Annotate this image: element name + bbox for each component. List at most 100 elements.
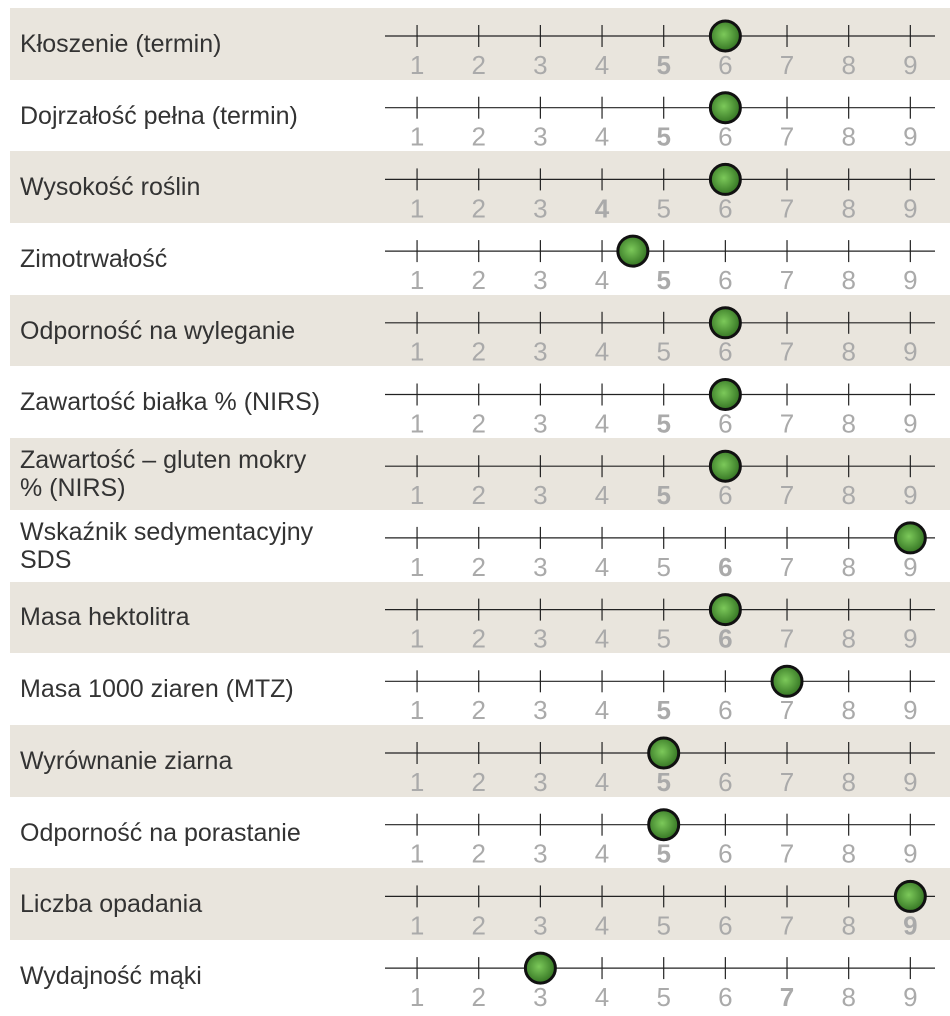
tick-label: 2 xyxy=(471,839,485,869)
rating-marker xyxy=(708,449,742,483)
tick-label: 6 xyxy=(718,122,732,152)
tick-label: 9 xyxy=(903,695,917,725)
tick-label: 8 xyxy=(841,122,855,152)
rating-marker xyxy=(708,91,742,125)
tick-label: 7 xyxy=(780,122,794,152)
row-background xyxy=(10,725,950,797)
rating-marker xyxy=(647,736,681,770)
tick-label: 4 xyxy=(595,480,609,510)
tick-label: 9 xyxy=(903,265,917,295)
tick-label: 4 xyxy=(595,122,609,152)
tick-label: 5 xyxy=(656,50,670,80)
row-label: Masa hektolitra xyxy=(20,603,190,632)
tick-label: 5 xyxy=(656,408,670,438)
tick-label: 8 xyxy=(841,408,855,438)
tick-label: 5 xyxy=(656,552,670,582)
tick-label: 9 xyxy=(903,480,917,510)
tick-label: 1 xyxy=(410,839,424,869)
tick-label: 8 xyxy=(841,480,855,510)
tick-label: 9 xyxy=(903,839,917,869)
tick-label: 8 xyxy=(841,552,855,582)
tick-label: 9 xyxy=(903,50,917,80)
tick-label: 8 xyxy=(841,623,855,653)
tick-label: 8 xyxy=(841,695,855,725)
row-background xyxy=(10,868,950,941)
tick-label: 3 xyxy=(533,122,547,152)
tick-label: 8 xyxy=(841,982,855,1012)
tick-label: 5 xyxy=(656,695,670,725)
tick-label: 8 xyxy=(841,839,855,869)
tick-label: 9 xyxy=(903,193,917,223)
tick-label: 1 xyxy=(410,122,424,152)
rating-marker xyxy=(893,879,927,913)
tick-label: 1 xyxy=(410,910,424,940)
tick-label: 6 xyxy=(718,910,732,940)
tick-label: 5 xyxy=(656,982,670,1012)
row-background xyxy=(10,940,950,1012)
tick-label: 1 xyxy=(410,695,424,725)
tick-label: 7 xyxy=(780,767,794,797)
tick-label: 8 xyxy=(841,767,855,797)
tick-label: 4 xyxy=(595,982,609,1012)
row-label: Zawartość białka % (NIRS) xyxy=(20,388,321,417)
tick-label: 1 xyxy=(410,767,424,797)
rating-marker xyxy=(616,234,650,268)
row-label: Odporność na wyleganie xyxy=(20,316,296,345)
rating-marker xyxy=(708,306,742,340)
tick-label: 7 xyxy=(780,50,794,80)
rating-marker xyxy=(708,19,742,53)
tick-label: 5 xyxy=(656,122,670,152)
row-label: Wskaźnik sedymentacyjny SDS xyxy=(20,517,314,574)
tick-label: 1 xyxy=(410,623,424,653)
rating-marker xyxy=(893,521,927,555)
tick-label: 1 xyxy=(410,480,424,510)
tick-label: 6 xyxy=(718,982,732,1012)
tick-label: 5 xyxy=(656,839,670,869)
tick-label: 6 xyxy=(718,767,732,797)
tick-label: 6 xyxy=(718,695,732,725)
row-label: Wysokość roślin xyxy=(20,173,201,202)
tick-label: 2 xyxy=(471,193,485,223)
row-label: Wydajność mąki xyxy=(20,961,202,990)
tick-label: 4 xyxy=(595,408,609,438)
tick-label: 7 xyxy=(780,193,794,223)
tick-label: 1 xyxy=(410,50,424,80)
tick-label: 4 xyxy=(595,50,609,80)
tick-label: 7 xyxy=(780,552,794,582)
row-label: Liczba opadania xyxy=(20,890,203,919)
tick-label: 9 xyxy=(903,337,917,367)
tick-label: 1 xyxy=(410,408,424,438)
rating-marker xyxy=(708,593,742,627)
row-label: Wyrównanie ziarna xyxy=(20,746,233,775)
tick-label: 3 xyxy=(533,337,547,367)
rating-marker xyxy=(708,162,742,196)
tick-label: 7 xyxy=(780,839,794,869)
tick-label: 2 xyxy=(471,50,485,80)
row-background xyxy=(10,151,950,224)
tick-label: 2 xyxy=(471,122,485,152)
row-background xyxy=(10,8,950,80)
tick-label: 1 xyxy=(410,552,424,582)
tick-label: 7 xyxy=(780,623,794,653)
tick-label: 2 xyxy=(471,767,485,797)
tick-label: 5 xyxy=(656,910,670,940)
tick-label: 7 xyxy=(780,695,794,725)
tick-label: 7 xyxy=(780,408,794,438)
tick-label: 2 xyxy=(471,695,485,725)
row-label: Zimotrwałość xyxy=(20,244,168,273)
rating-marker xyxy=(770,664,804,698)
tick-label: 7 xyxy=(780,982,794,1012)
rating-marker xyxy=(708,378,742,411)
tick-label: 4 xyxy=(595,695,609,725)
tick-label: 4 xyxy=(595,767,609,797)
tick-label: 6 xyxy=(718,408,732,438)
row-background xyxy=(10,223,950,295)
tick-label: 8 xyxy=(841,910,855,940)
tick-label: 3 xyxy=(533,552,547,582)
tick-label: 8 xyxy=(841,50,855,80)
tick-label: 1 xyxy=(410,193,424,223)
row-label: Masa 1000 ziaren (MTZ) xyxy=(20,675,294,704)
row-background xyxy=(10,79,950,152)
